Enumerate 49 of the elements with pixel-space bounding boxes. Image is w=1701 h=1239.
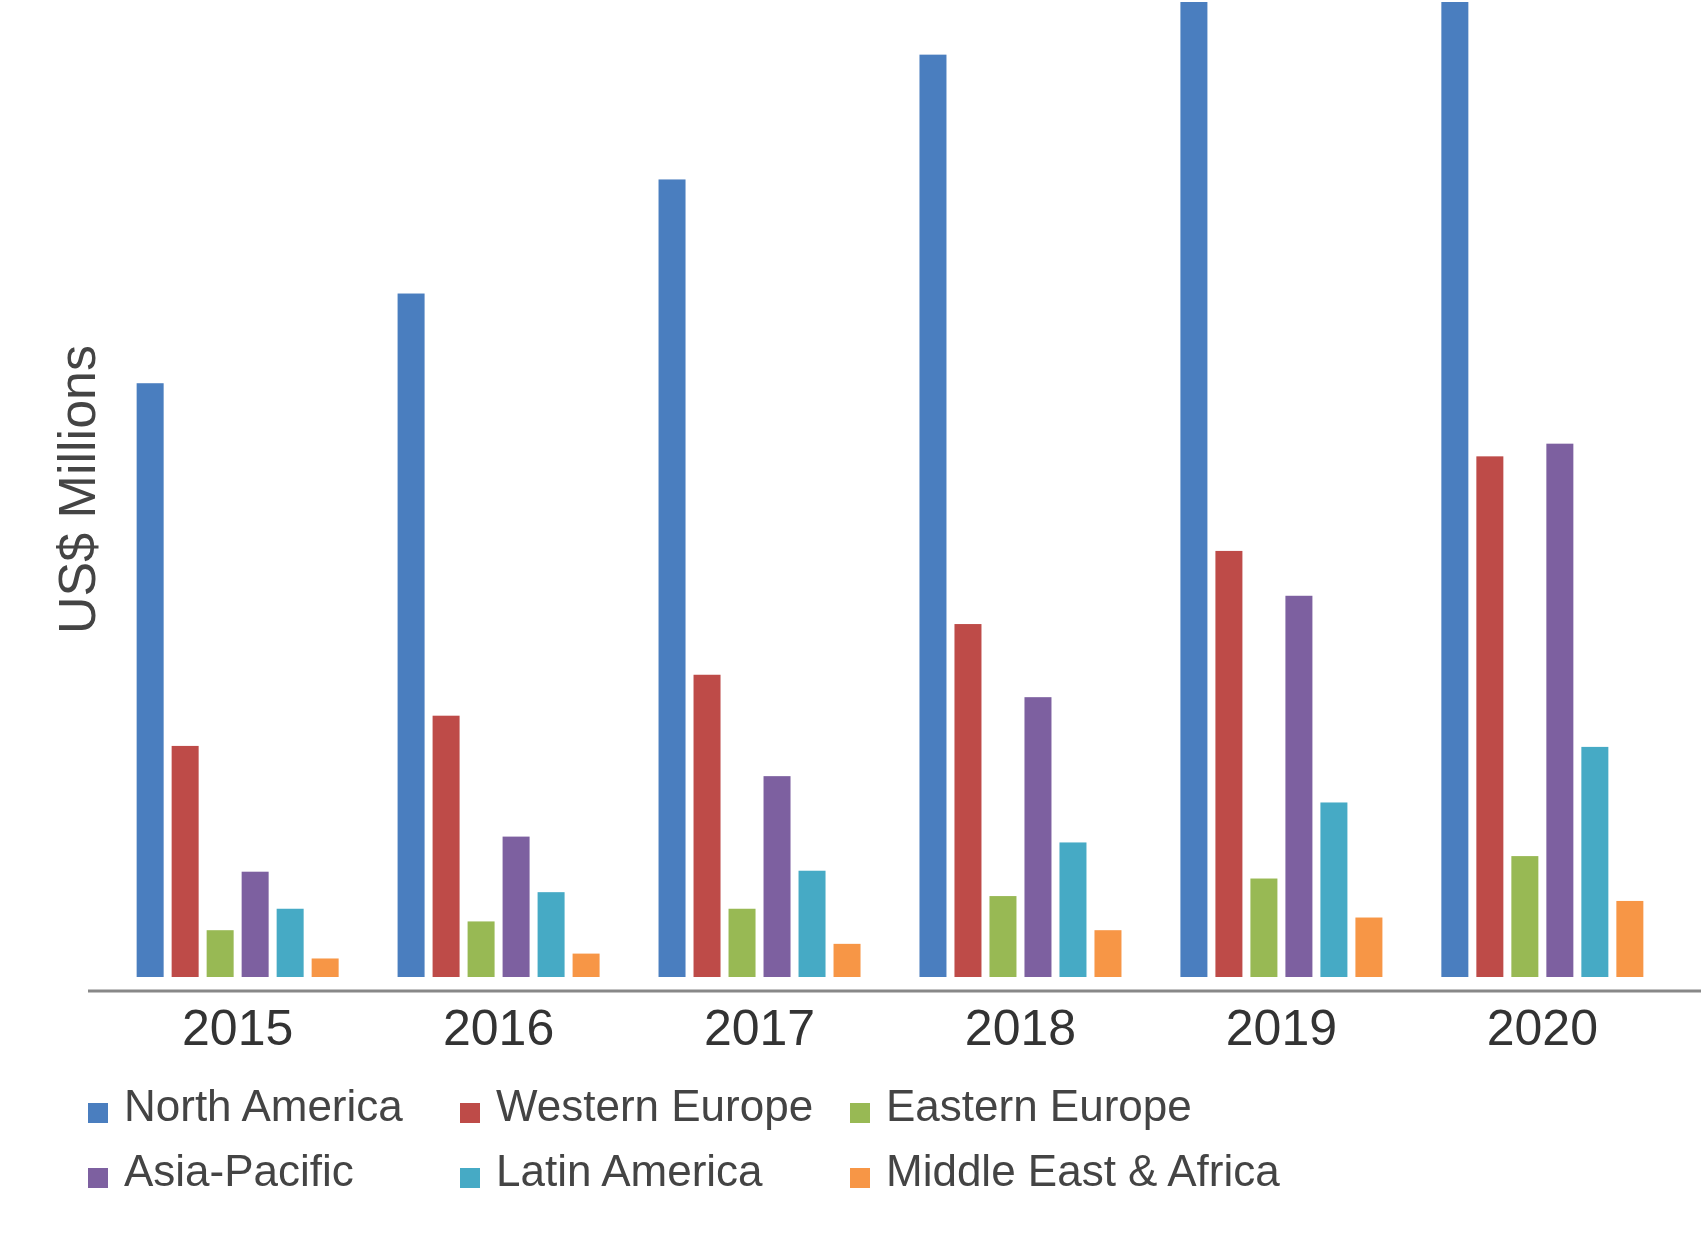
legend-label: Eastern Europe [886, 1081, 1192, 1130]
bar [1581, 746, 1609, 977]
bar [1024, 697, 1052, 977]
x-tick-label: 2018 [964, 1000, 1077, 1056]
legend-label: Middle East & Africa [886, 1146, 1281, 1195]
x-tick-label: 2015 [182, 1000, 294, 1056]
bar [728, 908, 756, 977]
legend-label: North America [124, 1081, 404, 1130]
bar [954, 624, 982, 977]
x-tick-label: 2016 [442, 1000, 555, 1056]
bar [397, 293, 425, 977]
bar [1476, 456, 1504, 977]
bar [1059, 842, 1087, 977]
bar [833, 943, 861, 977]
bar [1355, 917, 1383, 977]
bar [1285, 595, 1313, 977]
bar [798, 870, 826, 977]
bar [276, 908, 304, 977]
legend-label: Asia-Pacific [124, 1146, 354, 1195]
legend-label: Latin America [496, 1146, 764, 1195]
bar [311, 958, 339, 977]
bar [432, 715, 460, 977]
bar [1215, 550, 1243, 977]
bar [763, 776, 791, 977]
x-tick-label: 2017 [703, 1000, 816, 1056]
bar [1546, 443, 1574, 977]
bar [989, 896, 1017, 977]
bar [206, 930, 234, 977]
bar [136, 383, 164, 977]
legend-label: Western Europe [496, 1081, 814, 1130]
bar [658, 179, 686, 977]
x-tick-label: 2020 [1486, 1000, 1598, 1056]
bar [693, 674, 721, 977]
x-tick-label: 2019 [1225, 1000, 1338, 1056]
bar [1180, 2, 1208, 977]
bar [1250, 878, 1278, 977]
bar [1441, 2, 1469, 977]
bar [241, 871, 269, 977]
bar [467, 921, 495, 977]
bar [1094, 930, 1122, 977]
y-axis-title: US$ Millions [48, 345, 106, 634]
bar [502, 836, 530, 977]
bar [171, 745, 199, 977]
bar [1616, 900, 1644, 977]
bar [1320, 802, 1348, 977]
bar [919, 54, 947, 977]
bar [537, 892, 565, 977]
bar [572, 953, 600, 977]
bar [1511, 856, 1539, 977]
